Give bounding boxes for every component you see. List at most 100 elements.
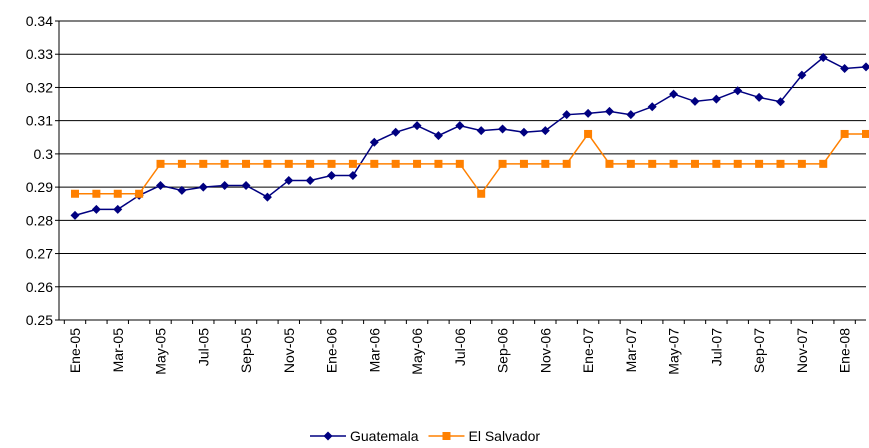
point [199, 183, 208, 192]
point [498, 124, 507, 133]
point [648, 102, 657, 111]
point [755, 160, 763, 168]
point [455, 121, 464, 130]
x-tick-label: Nov-05 [281, 328, 297, 373]
point [584, 109, 593, 118]
point [584, 130, 592, 138]
point [242, 181, 251, 190]
point [862, 62, 869, 71]
point [691, 160, 699, 168]
x-tick-label: Mar-06 [366, 328, 382, 373]
point [199, 160, 207, 168]
y-tick-label: 0.28 [26, 212, 53, 228]
point [327, 171, 336, 180]
point [499, 160, 507, 168]
x-tick-label: Ene-08 [837, 328, 853, 373]
x-tick-label: Mar-05 [110, 328, 126, 373]
point [670, 160, 678, 168]
point [157, 160, 165, 168]
point [841, 130, 849, 138]
point [324, 432, 333, 441]
point [456, 160, 464, 168]
point [434, 160, 442, 168]
point [178, 160, 186, 168]
x-tick-label: Nov-06 [537, 328, 553, 373]
point [648, 160, 656, 168]
point [626, 110, 635, 119]
y-tick-label: 0.26 [26, 279, 53, 295]
point [370, 160, 378, 168]
y-tick-label: 0.29 [26, 179, 53, 195]
point [220, 181, 229, 190]
point [690, 97, 699, 106]
point [541, 160, 549, 168]
point [71, 211, 80, 220]
point [92, 205, 101, 214]
point [392, 160, 400, 168]
point [520, 160, 528, 168]
point [92, 190, 100, 198]
point [413, 160, 421, 168]
point [819, 160, 827, 168]
y-tick-label: 0.27 [26, 246, 53, 262]
legend-label: El Salvador [468, 428, 540, 443]
point [221, 160, 229, 168]
point [114, 190, 122, 198]
point [605, 107, 614, 116]
legend: Guatemala El Salvador [310, 428, 540, 443]
point [563, 160, 571, 168]
point [755, 93, 764, 102]
point [370, 138, 379, 147]
point [712, 95, 721, 104]
point [734, 160, 742, 168]
point [306, 176, 315, 185]
point [242, 160, 250, 168]
point [776, 160, 784, 168]
x-tick-label: Ene-06 [324, 328, 340, 373]
point [442, 432, 450, 440]
series-line [75, 58, 866, 216]
legend-label: Guatemala [350, 428, 419, 443]
point [519, 128, 528, 137]
point [477, 126, 486, 135]
point [434, 131, 443, 140]
y-tick-label: 0.31 [26, 113, 53, 129]
series-line [75, 134, 866, 194]
point [71, 190, 79, 198]
point [113, 205, 122, 214]
point [349, 160, 357, 168]
y-tick-label: 0.34 [26, 13, 53, 29]
point [348, 171, 357, 180]
point [156, 181, 165, 190]
x-tick-label: May-05 [153, 328, 169, 375]
point [135, 190, 143, 198]
x-tick-label: May-06 [409, 328, 425, 375]
point [669, 90, 678, 99]
point [263, 160, 271, 168]
x-tick-label: May-07 [666, 328, 682, 375]
x-tick-label: Jul-05 [195, 328, 211, 366]
point [328, 160, 336, 168]
point [413, 121, 422, 130]
y-tick-label: 0.33 [26, 46, 53, 62]
x-tick-label: Mar-07 [623, 328, 639, 373]
x-tick-label: Jul-06 [452, 328, 468, 366]
x-tick-label: Sep-06 [495, 328, 511, 373]
x-tick-label: Sep-07 [751, 328, 767, 373]
point [627, 160, 635, 168]
x-tick-label: Ene-05 [67, 328, 83, 373]
point [477, 190, 485, 198]
y-tick-label: 0.3 [34, 146, 54, 162]
point [862, 130, 869, 138]
y-tick-label: 0.32 [26, 79, 53, 95]
x-tick-label: Jul-07 [708, 328, 724, 366]
point [306, 160, 314, 168]
x-tick-label: Sep-05 [238, 328, 254, 373]
x-tick-label: Ene-07 [580, 328, 596, 373]
point [605, 160, 613, 168]
point [391, 128, 400, 137]
point [712, 160, 720, 168]
point [798, 160, 806, 168]
point [840, 64, 849, 73]
